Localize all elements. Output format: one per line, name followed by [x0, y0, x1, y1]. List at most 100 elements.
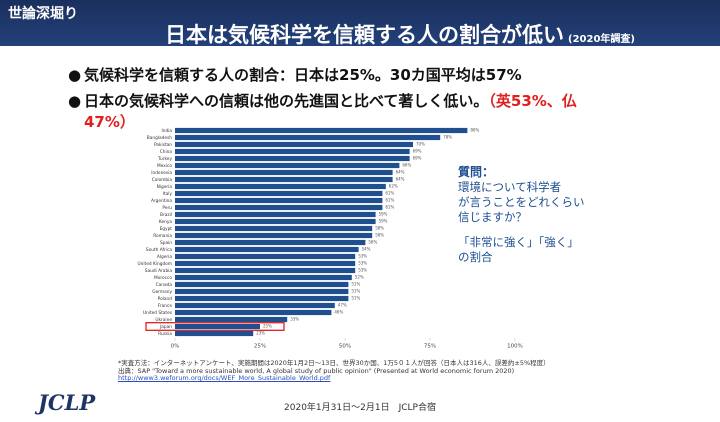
footnote-method: *実査方法：インターネットアンケート、実施期間は2020年1月2日～13日、世界… [118, 359, 550, 367]
value-label: 64% [396, 177, 405, 182]
bar [175, 127, 468, 134]
bar [175, 267, 356, 274]
bar [175, 281, 349, 288]
value-label: 52% [355, 275, 364, 280]
y-tick-label: Argentina [151, 198, 172, 204]
bar [175, 197, 383, 204]
bar [175, 302, 335, 309]
bar [175, 330, 254, 337]
value-label: 25% [263, 324, 272, 329]
y-tick-label: Germany [152, 289, 172, 295]
bar [175, 295, 349, 302]
value-label: 58% [375, 233, 384, 238]
measure-line: の割合 [458, 250, 493, 264]
value-label: 51% [351, 282, 360, 287]
bar [175, 183, 386, 190]
y-tick-label: Indonesia [151, 170, 172, 176]
x-tick-label: 0% [171, 344, 180, 350]
x-tick-label: 75% [424, 344, 436, 350]
y-tick-label: France [158, 303, 173, 309]
logo: JCLP [38, 390, 96, 415]
question-line: が言うことをどれくらい [458, 195, 585, 209]
y-tick-label: Turkey [157, 156, 172, 162]
y-tick-label: Egypt [160, 226, 173, 232]
bar [175, 218, 376, 225]
bar [175, 134, 441, 141]
value-label: 53% [358, 254, 367, 259]
value-label: 58% [375, 226, 384, 231]
bar [175, 148, 410, 155]
footnote-link[interactable]: http://www3.weforum.org/docs/WEF_More_Su… [118, 374, 331, 382]
value-label: 59% [379, 212, 388, 217]
value-label: 51% [351, 296, 360, 301]
y-tick-label: Nigeria [157, 184, 173, 190]
y-tick-label: Kenya [159, 219, 173, 225]
y-tick-label: United Kingdom [138, 261, 173, 267]
y-tick-label: Ukraine [155, 317, 172, 323]
value-label: 33% [290, 317, 299, 322]
bar [175, 316, 288, 323]
y-tick-label: Morocco [154, 275, 172, 281]
y-tick-label: Algeria [157, 254, 172, 260]
bar [175, 274, 352, 281]
value-label: 86% [470, 128, 479, 133]
footer-date: 2020年1月31日～2月1日 JCLP合宿 [284, 403, 436, 413]
y-tick-label: Russia [158, 331, 172, 337]
bar [175, 253, 356, 260]
bar [175, 239, 366, 246]
value-label: 53% [358, 261, 367, 266]
subtitle: 世論深堀り [8, 6, 78, 22]
value-label: 64% [396, 170, 405, 175]
x-tick-label: 50% [339, 344, 351, 350]
value-label: 23% [256, 331, 265, 336]
measure-line: 「非常に強く」「強く」 [458, 235, 579, 249]
bar [175, 309, 332, 316]
highlight-box [145, 322, 285, 331]
bar [175, 232, 373, 239]
value-label: 46% [334, 310, 343, 315]
bar [175, 323, 260, 330]
value-label: 69% [413, 149, 422, 154]
question-box: 質問： 環境について科学者 が言うことをどれくらい 信じますか？ 「非常に強く」… [458, 165, 585, 265]
value-label: 54% [362, 247, 371, 252]
bar [175, 225, 373, 232]
value-label: 61% [385, 205, 394, 210]
bar [175, 155, 410, 162]
header-band [0, 0, 720, 46]
value-label: 62% [389, 184, 398, 189]
y-tick-label: China [160, 149, 173, 155]
bar [175, 162, 400, 169]
value-label: 66% [402, 163, 411, 168]
question-line: 環境について科学者 [458, 180, 562, 194]
bullet-highlight: （英53%、仏47%） [84, 92, 577, 131]
value-label: 51% [351, 289, 360, 294]
y-tick-label: Mexico [157, 163, 172, 169]
footnote-source: 出典：SAP "Toward a more sustainable world,… [118, 366, 515, 375]
y-tick-label: Colombia [152, 177, 173, 183]
value-label: 47% [338, 303, 347, 308]
bar [175, 176, 393, 183]
y-tick-label: South Africa [146, 247, 172, 253]
value-label: 78% [443, 135, 452, 140]
y-tick-label: Saudi Arabia [145, 268, 173, 274]
question-line: 信じますか？ [458, 210, 527, 224]
y-tick-label: India [161, 128, 172, 134]
bar [175, 204, 383, 211]
y-tick-label: Canada [156, 282, 173, 288]
bullet-text: 気候科学を信頼する人の割合：日本は25%。30カ国平均は57% [84, 66, 522, 84]
title-text: 日本は気候科学を信頼する人の割合が低い [165, 23, 564, 47]
question-title: 質問： [458, 165, 495, 179]
value-label: 59% [379, 219, 388, 224]
title-note: (2020年調査) [568, 34, 635, 45]
bar [175, 169, 393, 176]
bullet: ● 日本の気候科学への信頼は他の先進国と比べて著しく低い。（英53%、仏47%） [68, 92, 577, 131]
y-tick-label: United States [143, 310, 173, 316]
y-tick-label: Japan [159, 324, 172, 330]
x-tick-label: 25% [254, 344, 266, 350]
y-tick-label: Brazil [160, 212, 172, 218]
bar [175, 260, 356, 267]
bar [175, 141, 413, 148]
bar [175, 211, 376, 218]
